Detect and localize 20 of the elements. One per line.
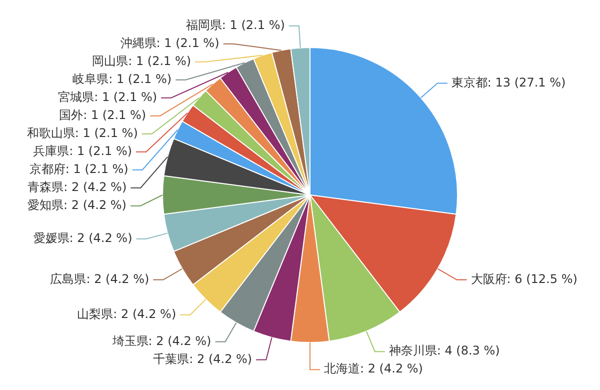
slice-label: 愛媛県: 2 (4.2 %) — [33, 230, 132, 245]
slice-label: 山梨県: 2 (4.2 %) — [77, 306, 176, 321]
slice-label: 千葉県: 2 (4.2 %) — [153, 352, 252, 366]
slice-label: 国外: 1 (2.1 %) — [59, 108, 146, 122]
slice-label: 愛知県: 2 (4.2 %) — [28, 198, 126, 212]
slice-label: 福岡県: 1 (2.1 %) — [186, 18, 285, 32]
slice-label: 京都府: 1 (2.1 %) — [29, 162, 128, 176]
slice-label: 沖縄県: 1 (2.1 %) — [120, 36, 220, 50]
slice-label: 兵庫県: 1 (2.1 %) — [33, 144, 132, 158]
slice-label: 岐阜県: 1 (2.1 %) — [72, 72, 172, 86]
slice-label: 青森県: 2 (4.2 %) — [28, 180, 127, 194]
slice-label: 岡山県: 1 (2.1 %) — [92, 54, 192, 68]
slice-label: 広島県: 2 (4.2 %) — [50, 272, 150, 286]
slice-label: 宮城県: 1 (2.1 %) — [58, 90, 158, 104]
slice-label: 神奈川県: 4 (8.3 %) — [388, 344, 500, 358]
slice-label: 東京都: 13 (27.1 %) — [451, 75, 566, 90]
slice-label: 埼玉県: 2 (4.2 %) — [111, 334, 212, 348]
slice-label: 大阪府: 6 (12.5 %) — [470, 272, 578, 286]
slice-label: 北海道: 2 (4.2 %) — [324, 362, 423, 376]
slice-label: 和歌山県: 1 (2.1 %) — [26, 126, 138, 140]
